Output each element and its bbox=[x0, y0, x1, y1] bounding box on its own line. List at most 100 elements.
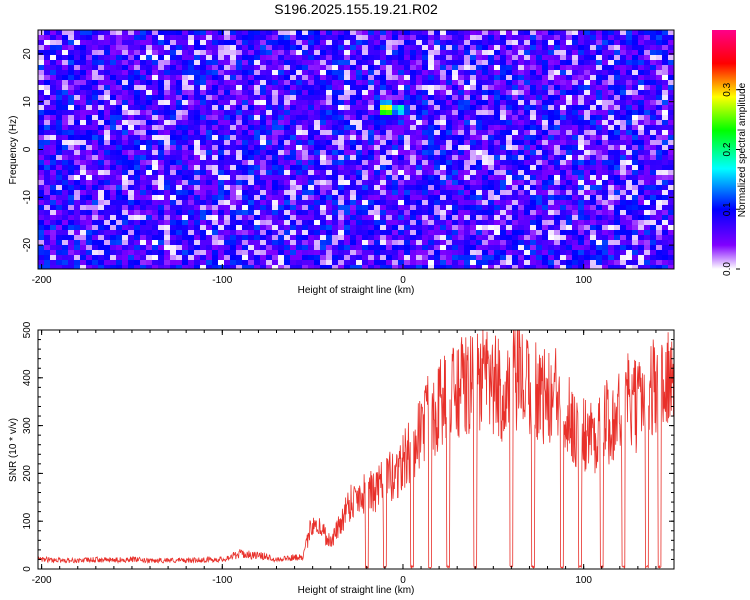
heatmap-cell bbox=[188, 185, 194, 190]
heatmap-cell bbox=[260, 120, 266, 125]
heatmap-cell bbox=[386, 85, 392, 90]
heatmap-cell bbox=[104, 50, 110, 55]
heatmap-cell bbox=[554, 205, 560, 210]
heatmap-cell bbox=[614, 70, 620, 75]
heatmap-cell bbox=[152, 205, 158, 210]
heatmap-cell bbox=[188, 230, 194, 235]
heatmap-cell bbox=[410, 215, 416, 220]
heatmap-cell bbox=[566, 180, 572, 185]
heatmap-cell bbox=[602, 65, 608, 70]
heatmap-cell bbox=[230, 140, 236, 145]
heatmap-cell bbox=[68, 85, 74, 90]
heatmap-cell bbox=[584, 195, 590, 200]
heatmap-cell bbox=[176, 65, 182, 70]
heatmap-cell bbox=[662, 240, 668, 245]
heatmap-cell bbox=[584, 135, 590, 140]
heatmap-cell bbox=[410, 85, 416, 90]
heatmap-cell bbox=[146, 120, 152, 125]
heatmap-cell bbox=[632, 245, 638, 250]
heatmap-cell bbox=[590, 60, 596, 65]
heatmap-cell bbox=[296, 50, 302, 55]
heatmap-cell bbox=[38, 255, 44, 260]
heatmap-cell bbox=[224, 190, 230, 195]
heatmap-cell bbox=[548, 180, 554, 185]
heatmap-cell bbox=[164, 200, 170, 205]
heatmap-cell bbox=[104, 255, 110, 260]
heatmap-cell bbox=[332, 85, 338, 90]
heatmap-cell bbox=[572, 250, 578, 255]
heatmap-cell bbox=[116, 75, 122, 80]
heatmap-cell bbox=[134, 85, 140, 90]
heatmap-cell bbox=[482, 160, 488, 165]
heatmap-cell bbox=[314, 30, 320, 35]
heatmap-cell bbox=[158, 75, 164, 80]
heatmap-cell bbox=[230, 120, 236, 125]
heatmap-cell bbox=[668, 90, 674, 95]
heatmap-cell bbox=[140, 55, 146, 60]
heatmap-cell bbox=[74, 115, 80, 120]
heatmap-cell bbox=[362, 80, 368, 85]
heatmap-cell bbox=[212, 230, 218, 235]
heatmap-cell bbox=[452, 235, 458, 240]
heatmap-cell bbox=[224, 45, 230, 50]
heatmap-cell bbox=[500, 35, 506, 40]
heatmap-cell bbox=[530, 125, 536, 130]
heatmap-cell bbox=[596, 30, 602, 35]
heatmap-cell bbox=[488, 235, 494, 240]
heatmap-cell bbox=[200, 130, 206, 135]
heatmap-cell bbox=[524, 195, 530, 200]
heatmap-cell bbox=[404, 260, 410, 265]
heatmap-cell bbox=[110, 45, 116, 50]
heatmap-cell bbox=[236, 255, 242, 260]
heatmap-cell bbox=[248, 105, 254, 110]
heatmap-cell bbox=[590, 50, 596, 55]
heatmap-cell bbox=[416, 105, 422, 110]
heatmap-cell bbox=[464, 195, 470, 200]
heatmap-cell bbox=[500, 260, 506, 265]
heatmap-cell bbox=[188, 130, 194, 135]
heatmap-cell bbox=[116, 90, 122, 95]
heatmap-cell bbox=[644, 255, 650, 260]
heatmap-cell bbox=[560, 180, 566, 185]
heatmap-cell bbox=[614, 220, 620, 225]
heatmap-cell bbox=[410, 185, 416, 190]
heatmap-cell bbox=[362, 150, 368, 155]
heatmap-cell bbox=[248, 230, 254, 235]
heatmap-cell bbox=[638, 120, 644, 125]
heatmap-cell bbox=[212, 190, 218, 195]
heatmap-cell bbox=[158, 190, 164, 195]
heatmap-cell bbox=[536, 55, 542, 60]
heatmap-cell bbox=[248, 225, 254, 230]
heatmap-cell bbox=[530, 130, 536, 135]
heatmap-cell bbox=[326, 45, 332, 50]
heatmap-cell bbox=[62, 185, 68, 190]
heatmap-cell bbox=[428, 210, 434, 215]
heatmap-cell bbox=[206, 50, 212, 55]
heatmap-cell bbox=[308, 230, 314, 235]
heatmap-cell bbox=[212, 35, 218, 40]
heatmap-cell bbox=[140, 250, 146, 255]
heatmap-cell bbox=[512, 90, 518, 95]
heatmap-cell bbox=[494, 110, 500, 115]
heatmap-cell bbox=[302, 195, 308, 200]
heatmap-cell bbox=[242, 65, 248, 70]
heatmap-cell bbox=[182, 140, 188, 145]
heatmap-cell bbox=[116, 255, 122, 260]
heatmap-cell bbox=[218, 260, 224, 265]
heatmap-cell bbox=[254, 240, 260, 245]
heatmap-cell bbox=[80, 185, 86, 190]
heatmap-cell bbox=[386, 110, 392, 115]
heatmap-cell bbox=[200, 60, 206, 65]
heatmap-cell bbox=[566, 85, 572, 90]
heatmap-cell bbox=[236, 95, 242, 100]
heatmap-cell bbox=[92, 90, 98, 95]
heatmap-cell bbox=[50, 255, 56, 260]
heatmap-cell bbox=[170, 155, 176, 160]
heatmap-cell bbox=[362, 190, 368, 195]
heatmap-cell bbox=[290, 210, 296, 215]
heatmap-cell bbox=[530, 170, 536, 175]
heatmap-cell bbox=[362, 205, 368, 210]
heatmap-cell bbox=[464, 235, 470, 240]
heatmap-cell bbox=[518, 180, 524, 185]
heatmap-cell bbox=[584, 60, 590, 65]
